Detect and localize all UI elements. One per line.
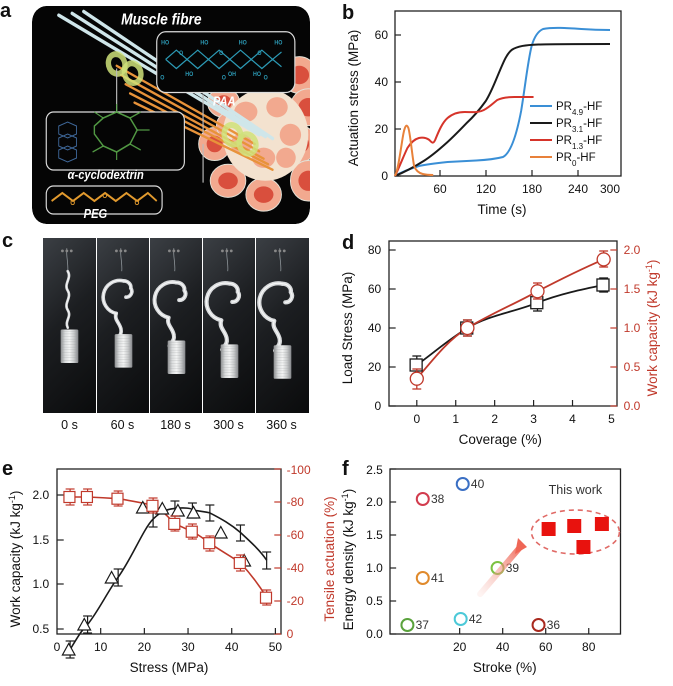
svg-text:PR1.3-HF: PR1.3-HF (556, 135, 602, 151)
svg-text:O: O (179, 51, 184, 57)
svg-text:2.5: 2.5 (366, 464, 383, 477)
svg-text:120: 120 (476, 182, 496, 196)
svg-text:Time (s): Time (s) (478, 202, 527, 217)
svg-text:HO: HO (185, 72, 194, 78)
svg-text:5: 5 (608, 412, 615, 426)
svg-text:-40: -40 (287, 561, 305, 575)
svg-text:Stress (MPa): Stress (MPa) (130, 660, 209, 675)
svg-text:41: 41 (430, 571, 444, 585)
svg-text:0: 0 (375, 399, 382, 413)
svg-text:HO: HO (253, 72, 262, 78)
svg-text:O: O (160, 75, 165, 81)
svg-text:240: 240 (568, 182, 588, 196)
svg-text:1.0: 1.0 (32, 577, 49, 591)
svg-text:PR0-HF: PR0-HF (556, 152, 596, 168)
svg-text:2: 2 (491, 412, 498, 426)
svg-text:α-cyclodextrin: α-cyclodextrin (68, 167, 144, 182)
svg-text:1.5: 1.5 (32, 533, 49, 547)
svg-text:-20: -20 (287, 594, 305, 608)
svg-text:3: 3 (530, 412, 537, 426)
svg-text:Work capacity (kJ kg-1): Work capacity (kJ kg-1) (644, 260, 660, 397)
svg-text:20: 20 (452, 640, 466, 654)
svg-text:-100: -100 (287, 464, 311, 477)
svg-text:40: 40 (470, 477, 484, 491)
svg-text:0.0: 0.0 (624, 399, 641, 413)
svg-text:30: 30 (181, 640, 195, 654)
svg-text:38: 38 (430, 492, 444, 506)
svg-text:0: 0 (287, 627, 294, 641)
svg-text:This work: This work (548, 483, 602, 497)
svg-text:Coverage (%): Coverage (%) (459, 432, 542, 447)
svg-text:10: 10 (94, 640, 108, 654)
svg-text:300: 300 (600, 182, 620, 196)
svg-text:PR4.9-HF: PR4.9-HF (556, 101, 602, 117)
svg-text:20: 20 (375, 122, 389, 136)
svg-text:-80: -80 (287, 495, 305, 509)
svg-text:O: O (134, 200, 139, 207)
svg-text:2.0: 2.0 (366, 495, 383, 509)
svg-text:20: 20 (138, 640, 152, 654)
svg-text:40: 40 (368, 321, 382, 335)
svg-text:O: O (70, 200, 75, 207)
svg-text:20: 20 (368, 360, 382, 374)
svg-text:Stroke (%): Stroke (%) (472, 660, 536, 675)
svg-text:HO: HO (161, 40, 170, 46)
svg-text:2.0: 2.0 (32, 488, 49, 502)
svg-text:1.0: 1.0 (366, 561, 383, 575)
svg-text:40: 40 (225, 640, 239, 654)
svg-text:Work capacity (kJ kg-1): Work capacity (kJ kg-1) (7, 491, 23, 628)
svg-text:HO: HO (200, 40, 209, 46)
svg-text:180: 180 (522, 182, 542, 196)
svg-text:Actuation stress (MPa): Actuation stress (MPa) (346, 30, 361, 167)
svg-text:O: O (222, 75, 227, 81)
svg-text:HO: HO (274, 40, 283, 46)
svg-text:60: 60 (368, 282, 382, 296)
svg-text:0.5: 0.5 (32, 622, 49, 636)
svg-text:60: 60 (433, 182, 447, 196)
svg-text:50: 50 (269, 640, 283, 654)
svg-text:Muscle fibre: Muscle fibre (121, 12, 201, 29)
svg-text:80: 80 (582, 640, 596, 654)
svg-text:37: 37 (415, 618, 429, 632)
svg-text:4: 4 (569, 412, 576, 426)
svg-text:40: 40 (375, 75, 389, 89)
svg-text:0.0: 0.0 (366, 627, 383, 641)
svg-text:O: O (102, 193, 107, 200)
svg-text:PEG: PEG (84, 206, 108, 221)
svg-text:2.0: 2.0 (624, 243, 641, 257)
svg-text:O: O (264, 75, 269, 81)
svg-text:0.5: 0.5 (366, 594, 383, 608)
svg-text:OH: OH (228, 72, 236, 78)
svg-text:60: 60 (375, 28, 389, 42)
svg-text:Load Stress (MPa): Load Stress (MPa) (340, 272, 355, 385)
svg-text:0: 0 (54, 640, 61, 654)
svg-text:PR3.1-HF: PR3.1-HF (556, 118, 602, 134)
svg-text:0.5: 0.5 (624, 360, 641, 374)
svg-text:0: 0 (381, 169, 388, 183)
svg-text:0: 0 (413, 412, 420, 426)
svg-text:60: 60 (539, 640, 553, 654)
svg-text:HO: HO (239, 40, 248, 46)
svg-text:PAA: PAA (213, 94, 236, 109)
svg-text:O: O (257, 51, 262, 57)
svg-text:1.0: 1.0 (624, 321, 641, 335)
svg-text:1: 1 (452, 412, 459, 426)
svg-text:1.5: 1.5 (624, 282, 641, 296)
svg-text:Energy density (kJ kg-1): Energy density (kJ kg-1) (340, 489, 356, 631)
svg-text:O: O (219, 51, 224, 57)
svg-text:40: 40 (496, 640, 510, 654)
svg-text:42: 42 (468, 612, 482, 626)
svg-text:-60: -60 (287, 528, 305, 542)
svg-text:80: 80 (368, 243, 382, 257)
svg-text:1.5: 1.5 (366, 528, 383, 542)
svg-text:36: 36 (546, 618, 560, 632)
